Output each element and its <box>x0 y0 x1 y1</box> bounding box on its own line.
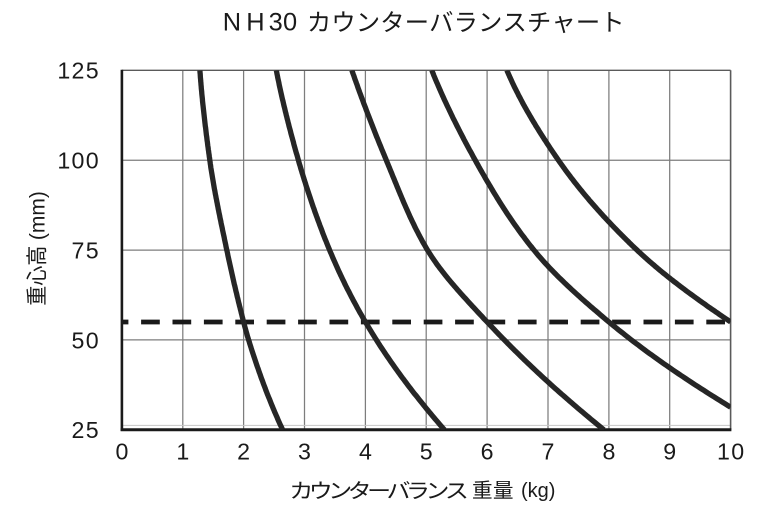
svg-text:7: 7 <box>542 439 555 465</box>
svg-text:4: 4 <box>359 439 372 465</box>
svg-text:125: 125 <box>57 58 98 84</box>
svg-text:0: 0 <box>115 439 128 465</box>
svg-text:6: 6 <box>481 439 494 465</box>
svg-text:9: 9 <box>663 439 676 465</box>
svg-text:(mm): (mm) <box>27 191 50 240</box>
svg-text:8: 8 <box>602 439 615 465</box>
svg-text:100: 100 <box>57 148 98 174</box>
svg-text:1: 1 <box>176 439 189 465</box>
svg-text:2: 2 <box>237 439 250 465</box>
svg-text:5: 5 <box>420 439 433 465</box>
svg-text:3: 3 <box>298 439 311 465</box>
svg-text:50: 50 <box>72 327 99 353</box>
svg-text:10: 10 <box>717 439 744 465</box>
svg-text:NH30: NH30 <box>223 9 297 37</box>
svg-text:(kg): (kg) <box>521 480 555 502</box>
svg-text:25: 25 <box>72 417 99 443</box>
svg-text:75: 75 <box>72 237 99 263</box>
